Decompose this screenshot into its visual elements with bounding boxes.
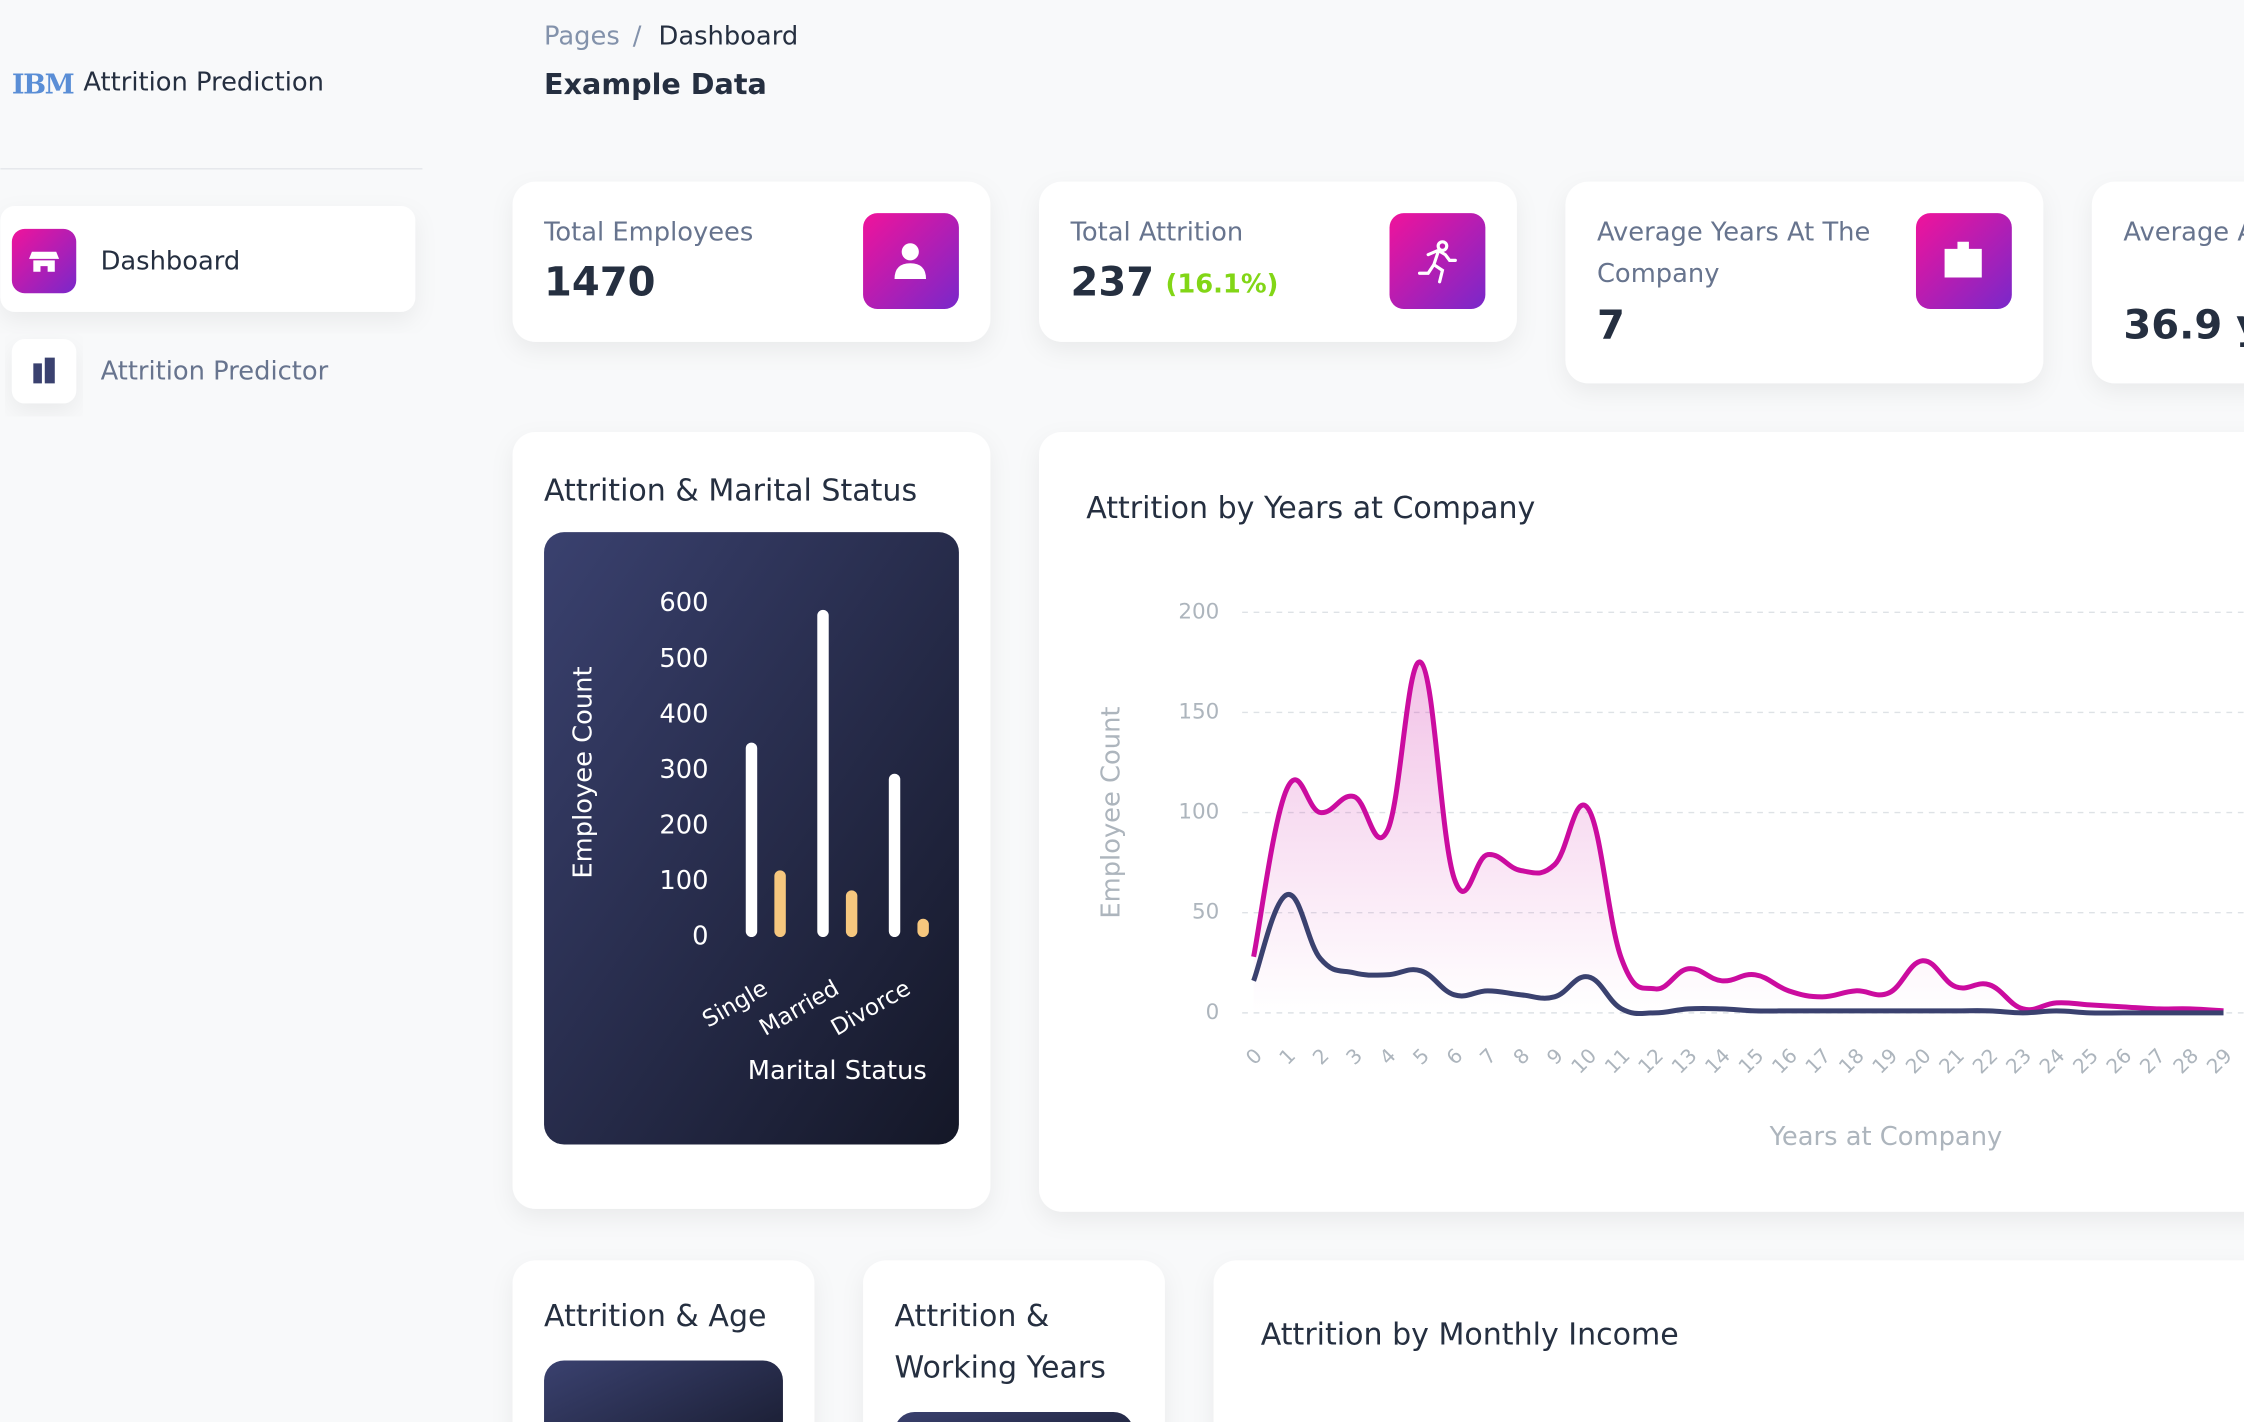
card-value: 36.9 years <box>2123 303 2244 349</box>
bar <box>774 870 786 938</box>
y-tick-label: 300 <box>659 755 708 785</box>
breadcrumb-separator: / <box>633 22 642 52</box>
card-value: 237 (16.1%) <box>1070 260 1278 306</box>
card <box>1039 432 2244 1212</box>
stat-card <box>2091 181 2244 384</box>
value: 1470 <box>544 260 655 306</box>
bar <box>745 742 758 938</box>
icon-glyph <box>894 243 927 279</box>
nav-item[interactable]: Attrition Predictor <box>101 356 329 386</box>
y-tick-label: 600 <box>659 588 708 618</box>
y-tick-label: 200 <box>1178 599 1219 624</box>
page-title: Example Data <box>544 67 767 101</box>
card-title: Attrition & Age <box>544 1298 767 1334</box>
nav-active[interactable] <box>0 206 416 312</box>
card-title-box: Attrition & Working Years <box>894 1298 1106 1385</box>
chart-title: Attrition & Marital Status <box>544 474 917 509</box>
chart-panel <box>897 1411 1131 1422</box>
nav-icon <box>11 339 77 404</box>
bar <box>917 918 929 938</box>
line <box>1251 659 2224 1014</box>
icon-glyph <box>1944 241 1982 278</box>
card-icon <box>863 213 959 310</box>
card-title-box: Attrition & Age <box>544 1298 767 1334</box>
card-value: 1470 <box>544 260 655 306</box>
logo: IBM <box>12 68 74 100</box>
y-tick-label: 0 <box>1206 1000 1220 1025</box>
bar <box>845 890 858 938</box>
breadcrumb: Dashboard <box>658 22 798 52</box>
y-tick-label: 50 <box>1192 900 1219 925</box>
icon-glyph <box>1417 240 1457 284</box>
label-box: Average Age <box>2123 217 2244 248</box>
y-tick-label: 0 <box>692 922 708 952</box>
y-tick-label: 200 <box>659 810 708 840</box>
card-label: Average Years At The Company <box>1596 217 1871 289</box>
y-axis-title: Employee Count <box>569 666 599 878</box>
card-title: Attrition & Working Years <box>894 1298 1106 1385</box>
area <box>1253 661 2224 1013</box>
y-axis-title: Employee Count <box>1096 706 1126 918</box>
nav-item[interactable]: Dashboard <box>101 246 241 276</box>
card <box>1213 1260 2244 1422</box>
card-label: Total Attrition <box>1070 217 1244 248</box>
change: (16.1%) <box>1166 269 1279 299</box>
card <box>863 1260 1165 1422</box>
chart-panel <box>544 1360 783 1422</box>
y-tick-label: 100 <box>659 866 708 896</box>
bar <box>888 773 901 938</box>
line <box>1251 892 2224 1017</box>
card-label: Average Age <box>2123 217 2244 248</box>
y-tick-label: 500 <box>659 644 708 674</box>
value: 237 <box>1070 260 1154 306</box>
bar <box>817 609 829 938</box>
chart-title: Attrition by Years at Company <box>1086 491 1535 526</box>
shop-icon <box>29 251 60 272</box>
card-icon <box>1389 213 1486 310</box>
label-box: Average Years At The Company <box>1596 217 1871 289</box>
label-box: Total Employees <box>544 217 754 248</box>
breadcrumb[interactable]: Pages <box>544 22 620 52</box>
value: 7 <box>1597 303 1625 349</box>
card-label: Total Employees <box>544 217 754 248</box>
stat-cards: Total Employees 1470 Total Attrition 237 (16… <box>512 181 2244 384</box>
office-icon <box>33 357 55 384</box>
brand: Attrition Prediction <box>83 67 324 97</box>
y-tick-label: 150 <box>1178 699 1219 724</box>
card-title: Attrition by Monthly Income <box>1261 1318 1679 1353</box>
card-value: 7 <box>1597 303 1625 349</box>
y-tick-label: 400 <box>659 699 708 729</box>
y-tick-label: 100 <box>1178 800 1219 825</box>
x-axis-title: Years at Company <box>1769 1122 2003 1152</box>
label-box: Total Attrition <box>1070 217 1244 248</box>
value: 36.9 years <box>2123 303 2244 349</box>
x-axis-title: Marital Status <box>748 1056 927 1086</box>
